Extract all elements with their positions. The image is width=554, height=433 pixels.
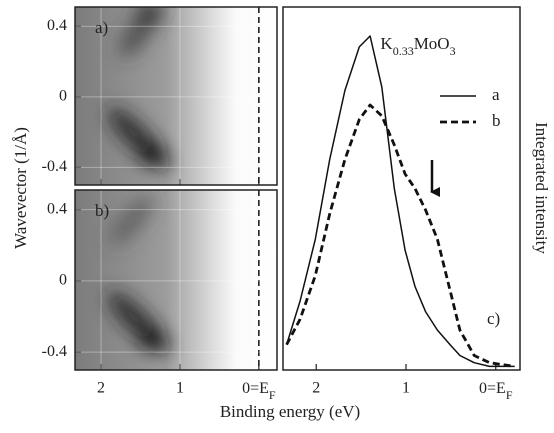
y-tick-label: 0.4 [47, 200, 67, 217]
y-tick-label: -0.4 [42, 158, 67, 175]
y-axis-label: Wavevector (1/Å) [11, 127, 30, 249]
x-tick-label: 1 [402, 380, 410, 397]
x-tick-label: 0=EF [242, 380, 276, 402]
chart-title: K0.33MoO3 [380, 34, 455, 58]
intensity-map [75, 190, 277, 370]
panel-label: c) [487, 309, 500, 328]
x-tick-label: 0=EF [479, 380, 513, 402]
legend-label: b [492, 111, 501, 130]
x-tick-label: 2 [97, 380, 105, 397]
intensity-map [75, 7, 277, 185]
x-tick-label: 2 [312, 380, 320, 397]
y-tick-label: 0 [59, 88, 67, 105]
y-tick-label: 0 [59, 272, 67, 289]
y-axis-label: Integrated intensity [532, 122, 551, 254]
x-axis-label: Binding energy (eV) [220, 402, 360, 421]
legend-label: a [492, 85, 500, 104]
y-tick-label: -0.4 [42, 343, 67, 360]
panel-frame [74, 6, 278, 186]
y-tick-label: 0.4 [47, 17, 67, 34]
data-line [285, 103, 515, 368]
data-line [285, 35, 515, 368]
panel-frame [282, 6, 521, 371]
panel-frame [74, 189, 278, 371]
panel-label: b) [95, 201, 109, 220]
panel-label: a) [95, 18, 108, 37]
x-tick-label: 1 [176, 380, 184, 397]
